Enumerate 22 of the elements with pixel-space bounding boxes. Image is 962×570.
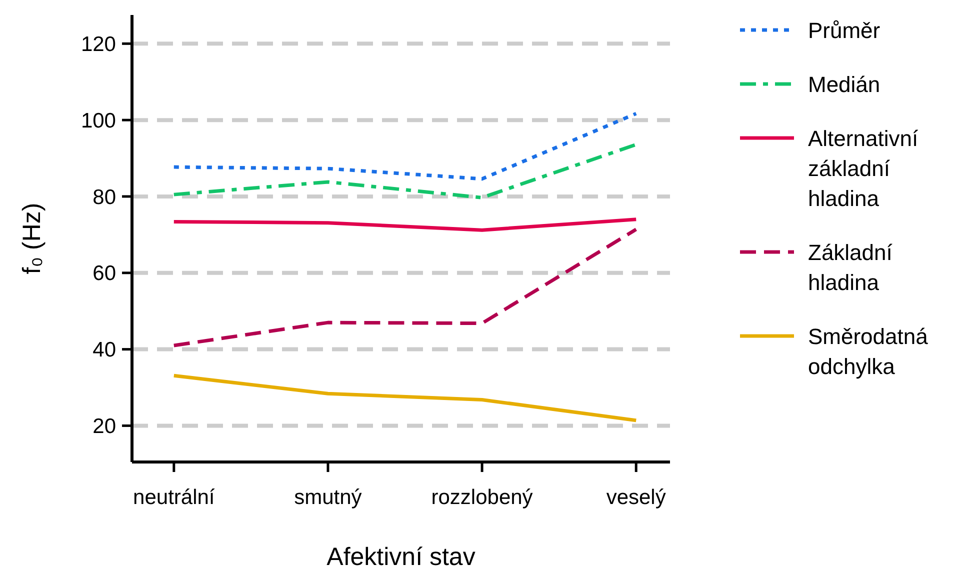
line-series: [172, 228, 638, 348]
line-series: [172, 218, 638, 232]
legend-label: Medián: [808, 72, 880, 97]
y-tick-label: 60: [92, 262, 116, 286]
y-tick-label: 20: [92, 415, 116, 438]
legend-label: Průměr: [808, 18, 880, 43]
legend-label: Základní hladina: [808, 240, 892, 295]
y-tick-label: 40: [92, 338, 116, 362]
line-series: [172, 112, 638, 181]
legend-label: Směrodatná odchylka: [808, 324, 929, 379]
x-tick-label: smutný: [294, 486, 362, 509]
y-tick-label: 100: [80, 109, 116, 132]
x-tick-label: veselý: [606, 486, 666, 509]
x-tick-label: neutrální: [133, 486, 215, 509]
x-axis-title: Afektivní stav: [326, 543, 476, 570]
y-axis-title: f₀ (Hz): [18, 202, 46, 274]
line-series: [172, 374, 638, 422]
legend-label: Alternativní základní hladina: [808, 126, 918, 211]
line-series: [172, 142, 638, 200]
y-tick-label: 120: [80, 33, 116, 56]
y-tick-label: 80: [92, 186, 116, 209]
x-tick-label: rozzlobený: [431, 486, 534, 509]
